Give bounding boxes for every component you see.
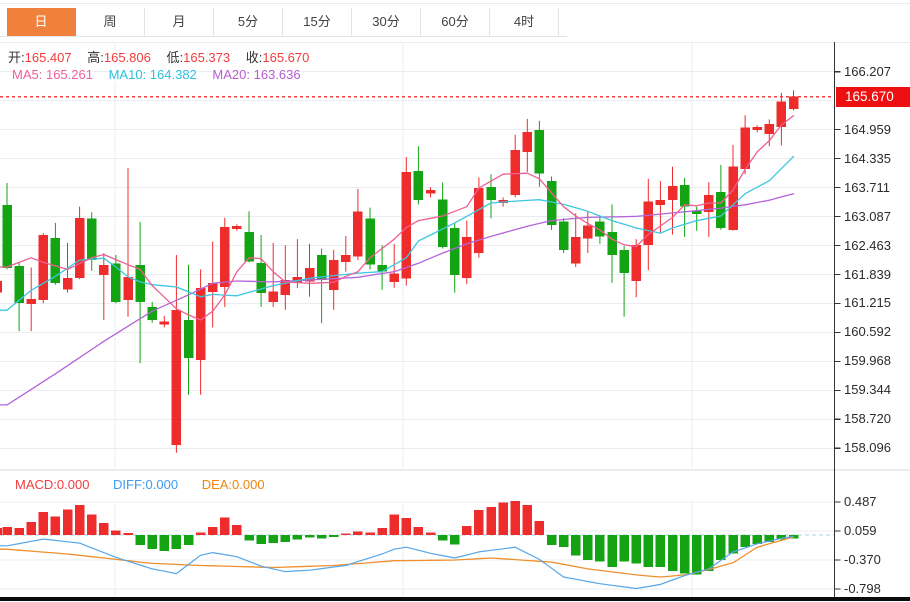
ma20-line (0, 193, 795, 406)
current-price-tag: 165.670 (836, 87, 910, 107)
macd-legend: MACD:0.000 DIFF:0.000 DEA:0.000 (15, 477, 285, 493)
price-axis-label: 159.344 (844, 382, 891, 397)
tab-day[interactable]: 日 (7, 8, 76, 36)
ma20-readout: MA20: 163.636 (212, 67, 301, 82)
bottom-border-bar (0, 597, 910, 601)
diff-line (0, 535, 795, 590)
price-axis-label: 158.720 (844, 411, 891, 426)
price-axis-label: 166.207 (844, 64, 891, 79)
low-readout: 低:165.373 (166, 50, 231, 65)
tab-4hour[interactable]: 4时 (490, 8, 559, 36)
timeframe-tabbar: 日周月 5分 15分 30分 60分 4时 (0, 8, 567, 37)
dea-readout: DEA:0.000 (201, 477, 265, 492)
tab-15min[interactable]: 15分 (283, 8, 352, 36)
diff-readout: DIFF:0.000 (113, 477, 179, 492)
ma5-line (0, 115, 795, 321)
macd-axis-label: 0.059 (844, 523, 877, 538)
price-axis-label: 161.215 (844, 295, 891, 310)
top-border (0, 3, 910, 4)
macd-readout: MACD:0.000 (15, 477, 90, 492)
tab-week[interactable]: 周 (76, 8, 145, 36)
macd-axis-label: -0.370 (844, 552, 881, 567)
ma-legend: MA5: 165.261 MA10: 164.382 MA20: 163.636 (12, 67, 313, 83)
high-readout: 高:165.806 (87, 50, 151, 65)
tab-60min[interactable]: 60分 (421, 8, 490, 36)
macd-histogram (0, 501, 799, 575)
tab-month[interactable]: 月 (145, 8, 214, 36)
ma10-line (0, 155, 795, 311)
price-axis-label: 164.335 (844, 151, 891, 166)
price-axis-label: 162.463 (844, 238, 891, 253)
price-axis-label: 159.968 (844, 353, 891, 368)
tab-5min[interactable]: 5分 (214, 8, 283, 36)
price-axis-label: 160.592 (844, 324, 891, 339)
close-readout: 收:165.670 (245, 50, 310, 65)
price-axis-label: 161.839 (844, 267, 891, 282)
price-axis-label: 164.959 (844, 122, 891, 137)
price-axis-label: 163.711 (844, 180, 891, 195)
price-axis-label: 158.096 (844, 440, 891, 455)
macd-axis-label: -0.798 (844, 581, 881, 596)
macd-axis-label: 0.487 (844, 494, 877, 509)
tab-30min[interactable]: 30分 (352, 8, 421, 36)
candles-layer[interactable] (0, 90, 799, 453)
price-axis-label: 163.087 (844, 209, 891, 224)
ma10-readout: MA10: 164.382 (108, 67, 197, 82)
ma5-readout: MA5: 165.261 (12, 67, 93, 82)
open-readout: 开:165.407 (8, 50, 72, 65)
ohlc-legend: 开:165.407 高:165.806 低:165.373 收:165.670 (8, 50, 321, 66)
